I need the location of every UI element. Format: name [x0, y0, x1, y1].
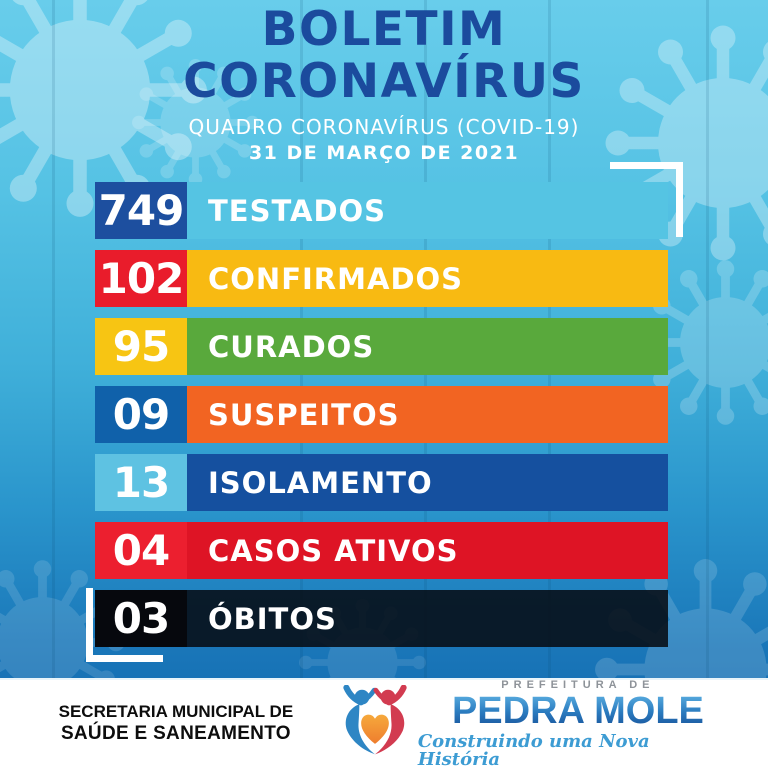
stat-value: 749	[95, 182, 187, 239]
department-line-1: SECRETARIA MUNICIPAL DE	[58, 702, 294, 722]
logo-pretitle: PREFEITURA DE	[501, 678, 655, 691]
stat-row-curados: 95 CURADOS	[95, 318, 668, 375]
stat-bar: CASOS ATIVOS	[187, 522, 668, 579]
stat-row-isolamento: 13 ISOLAMENTO	[95, 454, 668, 511]
stat-row-testados: 749 TESTADOS	[95, 182, 668, 239]
pedra-mole-logo: PREFEITURA DE PEDRA MOLE Construindo uma…	[336, 678, 738, 768]
footer: SECRETARIA MUNICIPAL DE SAÚDE E SANEAMEN…	[0, 678, 768, 768]
logo-tagline: Construindo uma Nova História	[417, 730, 650, 768]
department-name: SECRETARIA MUNICIPAL DE SAÚDE E SANEAMEN…	[16, 702, 336, 745]
subtitle: QUADRO CORONAVÍRUS (COVID-19)	[188, 115, 580, 139]
stat-label: CASOS ATIVOS	[208, 533, 459, 568]
page-title: BOLETIM CORONAVÍRUS	[0, 4, 768, 108]
stat-bar: TESTADOS	[187, 182, 668, 239]
logo-name: PEDRA MOLE	[451, 689, 704, 732]
title-line-1: BOLETIM	[261, 2, 507, 57]
stat-value: 09	[95, 386, 187, 443]
stat-value: 95	[95, 318, 187, 375]
fabric-fold-line	[706, 0, 709, 678]
stat-label: ISOLAMENTO	[208, 465, 433, 500]
stat-label: TESTADOS	[208, 193, 387, 228]
stat-label: ÓBITOS	[208, 601, 337, 636]
stat-label: CURADOS	[208, 329, 375, 364]
stat-label: CONFIRMADOS	[208, 261, 464, 296]
stat-value: 13	[95, 454, 187, 511]
stat-row-confirmados: 102 CONFIRMADOS	[95, 250, 668, 307]
stat-row-casos-ativos: 04 CASOS ATIVOS	[95, 522, 668, 579]
stat-bar: CURADOS	[187, 318, 668, 375]
people-heart-icon	[343, 685, 407, 755]
stat-bar: ISOLAMENTO	[187, 454, 668, 511]
stat-row-suspeitos: 09 SUSPEITOS	[95, 386, 668, 443]
stat-value: 04	[95, 522, 187, 579]
logo-text: PREFEITURA DE PEDRA MOLE Construindo uma…	[417, 678, 738, 768]
title-line-2: CORONAVÍRUS	[183, 54, 585, 109]
stat-bar: ÓBITOS	[187, 590, 668, 647]
stat-bar: SUSPEITOS	[187, 386, 668, 443]
department-line-2: SAÚDE E SANEAMENTO	[60, 722, 291, 744]
stats-list: 749 TESTADOS 102 CONFIRMADOS 95 CURADOS …	[95, 182, 668, 647]
header: BOLETIM CORONAVÍRUS QUADRO CORONAVÍRUS (…	[0, 0, 768, 165]
stat-value: 102	[95, 250, 187, 307]
stat-label: SUSPEITOS	[208, 397, 400, 432]
stat-row-obitos: 03 ÓBITOS	[95, 590, 668, 647]
fabric-fold-line	[52, 0, 55, 678]
stat-value: 03	[95, 590, 187, 647]
report-date: 31 DE MARÇO DE 2021	[248, 142, 520, 164]
stat-bar: CONFIRMADOS	[187, 250, 668, 307]
